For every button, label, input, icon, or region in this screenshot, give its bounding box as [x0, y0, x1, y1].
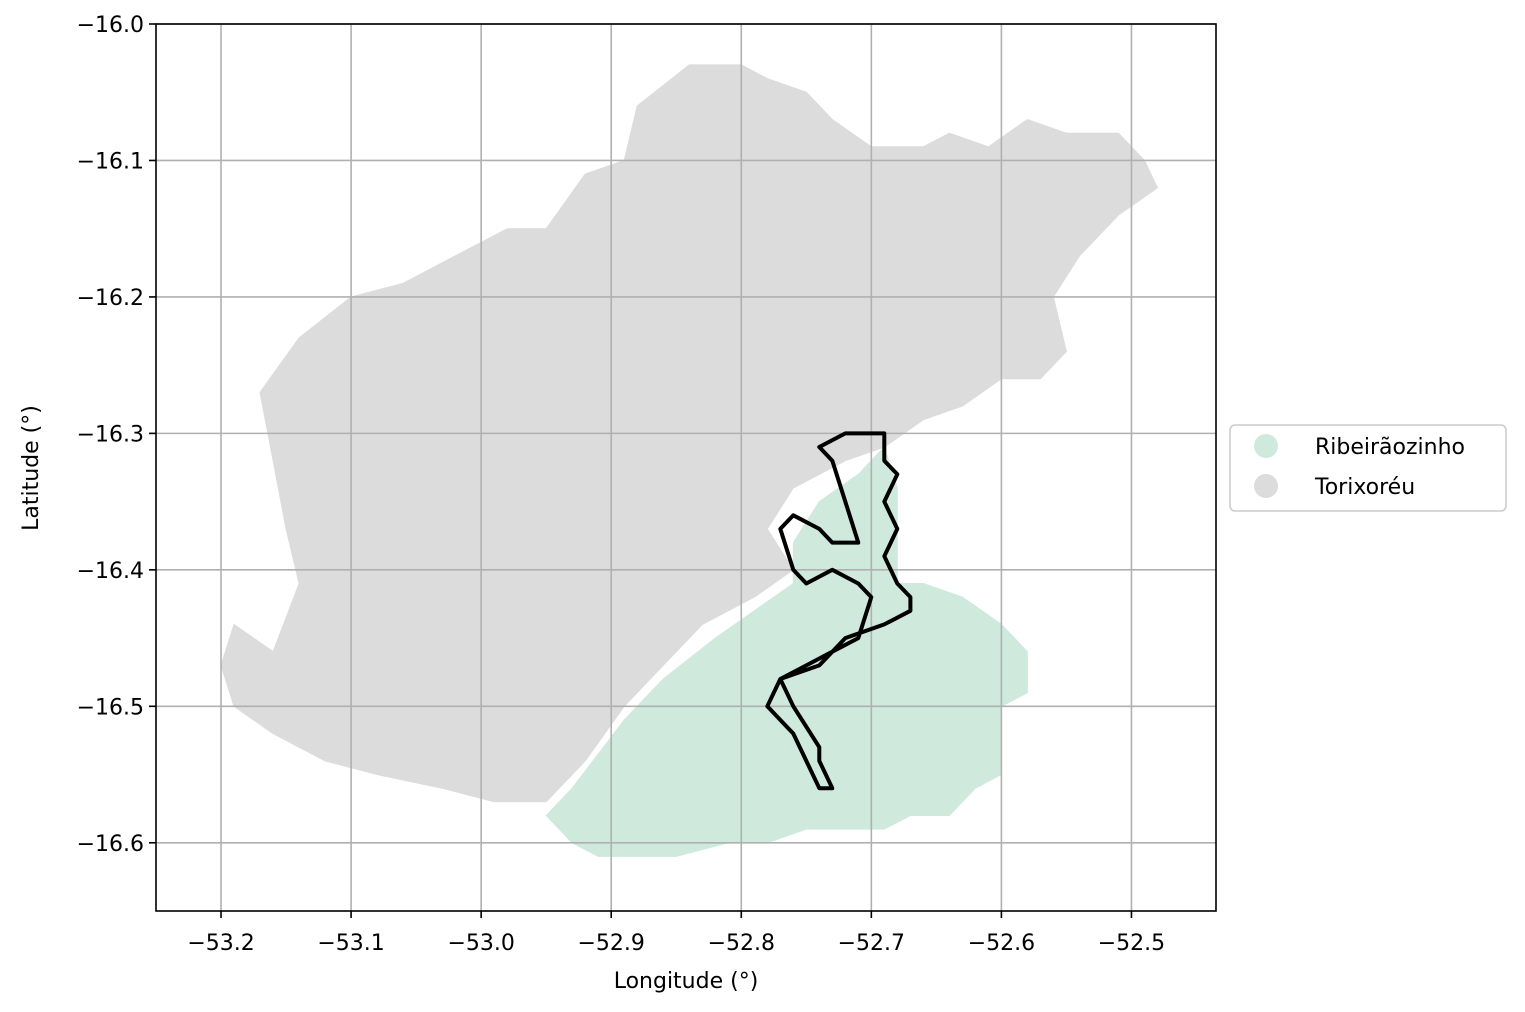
region-ribeiraozinho	[545, 446, 1028, 857]
y-tick-label: −16.0	[77, 13, 144, 38]
x-tick-label: −52.7	[838, 931, 905, 956]
x-tick-label: −53.0	[447, 931, 514, 956]
y-tick-label: −16.5	[77, 695, 144, 720]
x-tick-label: −52.5	[1098, 931, 1165, 956]
y-tick-label: −16.6	[77, 832, 144, 857]
y-tick-label: −16.3	[77, 422, 144, 447]
legend-label-torixoreu: Torixoréu	[1314, 475, 1415, 500]
x-tick-label: −53.2	[187, 931, 254, 956]
x-tick-label: −52.9	[578, 931, 645, 956]
y-axis: −16.0 −16.1 −16.2 −16.3 −16.4 −16.5 −16.6	[77, 13, 156, 857]
y-tick-label: −16.4	[77, 559, 144, 584]
legend-frame	[1229, 424, 1507, 512]
outline-layer	[765, 431, 913, 791]
x-axis-title: Longitude (°)	[614, 969, 759, 994]
y-axis-title: Latitude (°)	[19, 405, 44, 531]
legend-swatch-torixoreu	[1254, 474, 1278, 498]
plot-frame	[155, 23, 1217, 912]
legend-swatch-ribeiraozinho	[1254, 434, 1278, 458]
x-axis: −53.2 −53.1 −53.0 −52.9 −52.8 −52.7 −52.6 −52.5	[187, 911, 1165, 956]
grid-layer	[156, 23, 1216, 911]
municipality-outline	[765, 431, 913, 791]
y-tick-label: −16.2	[77, 286, 144, 311]
legend-label-ribeiraozinho: Ribeirãozinho	[1315, 435, 1465, 460]
legend: Ribeirãozinho Torixoréu	[1229, 424, 1507, 512]
x-tick-label: −52.6	[968, 931, 1035, 956]
x-tick-label: −53.1	[317, 931, 384, 956]
x-tick-label: −52.8	[708, 931, 775, 956]
y-tick-label: −16.1	[77, 149, 144, 174]
